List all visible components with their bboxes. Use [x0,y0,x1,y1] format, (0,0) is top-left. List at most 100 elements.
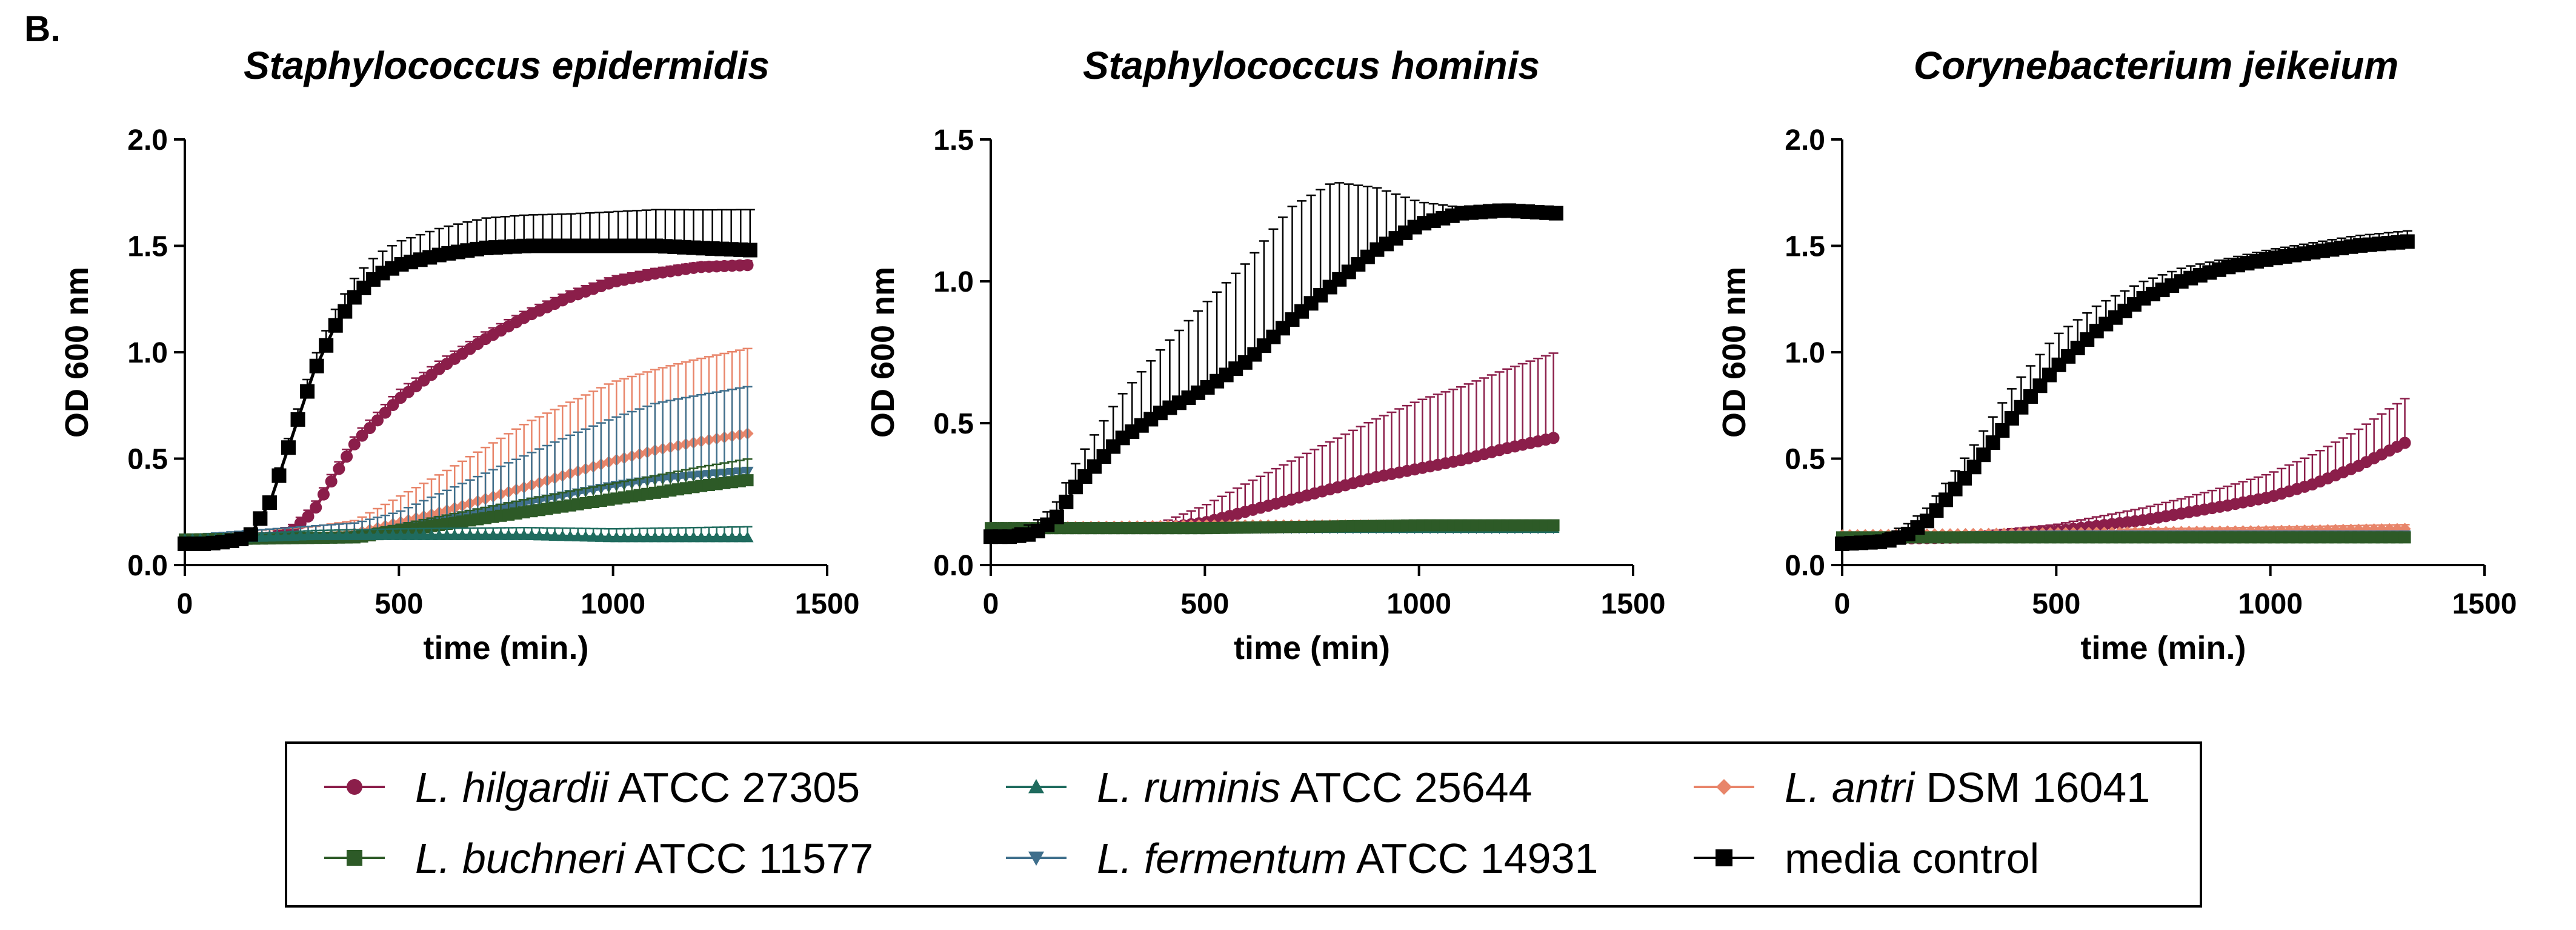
data-point [433,529,445,540]
data-point [656,531,669,543]
y-tick-label: 0.5 [933,408,974,440]
data-point [679,531,692,543]
data-point [341,450,353,463]
y-tick-label: 1.0 [933,266,974,298]
x-tick-label: 500 [1180,588,1229,620]
series-control [983,182,1563,544]
data-point [525,529,538,541]
y-axis-label: OD 600 nm [1716,267,1752,438]
legend-strain: DSM 16041 [1926,764,2150,811]
x-axis-label: time (min) [1234,630,1390,666]
data-point [319,338,334,353]
series-control [178,209,757,551]
legend-genus: L. [1097,835,1132,882]
data-point [710,531,723,543]
data-point [348,438,361,450]
legend-item-hilgardii: L. hilgardii ATCC 27305 [324,764,860,811]
data-point [1547,432,1560,444]
data-point [394,529,407,540]
y-tick-label: 1.5 [933,124,974,156]
data-point [641,531,654,543]
data-point [356,529,368,540]
x-axis-label: time (min.) [423,630,588,666]
x-tick-label: 1000 [581,588,645,620]
x-tick-label: 1500 [2452,588,2517,620]
data-point [448,529,461,540]
chart-jeikeium: Corynebacterium jeikeium 0.0 0.5 1.0 1.5 2.0… [1716,44,2517,666]
data-point [733,531,746,543]
y-axis-label: OD 600 nm [59,267,95,438]
data-point [571,530,584,541]
legend-item-antri: L. antri DSM 16041 [1694,764,2150,811]
legend-strain: ATCC 11577 [634,835,873,882]
data-point [302,510,315,523]
data-point [695,531,708,543]
data-point [726,531,739,543]
chart-title: Corynebacterium jeikeium [1914,44,2398,87]
data-point [2400,234,2415,249]
data-point [1059,494,1074,509]
legend-item-control: media control [1694,835,2039,882]
x-tick-label: 500 [374,588,423,620]
data-point [325,529,338,540]
data-point [687,531,700,543]
data-point [518,529,530,540]
data-point [741,474,754,487]
legend-marker [1716,779,1732,795]
data-point [364,421,376,434]
x-tick-label: 0 [177,588,193,620]
data-point [290,412,305,427]
data-point [541,529,553,541]
data-point [587,530,600,542]
data-point [1547,519,1560,532]
data-point [310,529,322,540]
legend-strain: ATCC 27305 [618,764,860,811]
data-point [594,530,607,542]
data-point [741,259,754,272]
legend-marker [1028,779,1044,794]
legend-species: fermentum [1144,835,1347,882]
data-point [664,531,677,543]
x-tick-label: 0 [983,588,999,620]
data-point [456,529,468,540]
data-point [333,529,345,540]
legend-genus: L. [1785,764,1820,811]
y-tick-label: 1.0 [127,337,168,369]
y-tick-label: 0.0 [1785,550,1825,582]
legend-genus: L. [1097,764,1132,811]
data-point [741,531,754,543]
y-tick-label: 1.0 [1785,337,1825,369]
legend-species: hilgardii [462,764,610,811]
legend-item-fermentum: L. fermentum ATCC 14931 [1006,835,1598,882]
data-point [672,531,685,543]
legend-species: antri [1832,764,1916,811]
data-point [487,529,499,540]
data-point [579,530,592,542]
data-point [309,358,324,373]
data-point [494,529,507,540]
data-point [328,318,343,333]
data-point [602,531,615,543]
data-point [364,529,376,540]
data-point [317,488,330,501]
y-tick-label: 1.5 [127,231,168,263]
legend-label: media control [1785,835,2039,882]
chart-epidermidis: Staphylococcus epidermidis 0.0 0.5 1.0 1.5 2… [59,44,859,666]
y-tick-label: 2.0 [127,124,168,156]
data-point [371,529,384,540]
data-point [253,511,268,526]
data-point [341,529,353,540]
chart-hominis: Staphylococcus hominis 0.0 0.5 1.0 1.5 0 500 1… [865,44,1665,666]
data-point [333,463,345,475]
data-point [348,529,361,540]
legend-marker [1028,851,1044,866]
y-tick-label: 0.0 [127,550,168,582]
data-point [371,414,384,427]
legend-item-ruminis: L. ruminis ATCC 25644 [1006,764,1533,811]
y-tick-label: 2.0 [1785,124,1825,156]
legend-label: L. ruminis ATCC 25644 [1097,764,1533,811]
legend-marker [1716,849,1732,866]
legend-genus: L. [415,764,450,811]
legend-label: L. hilgardii ATCC 27305 [415,764,860,811]
